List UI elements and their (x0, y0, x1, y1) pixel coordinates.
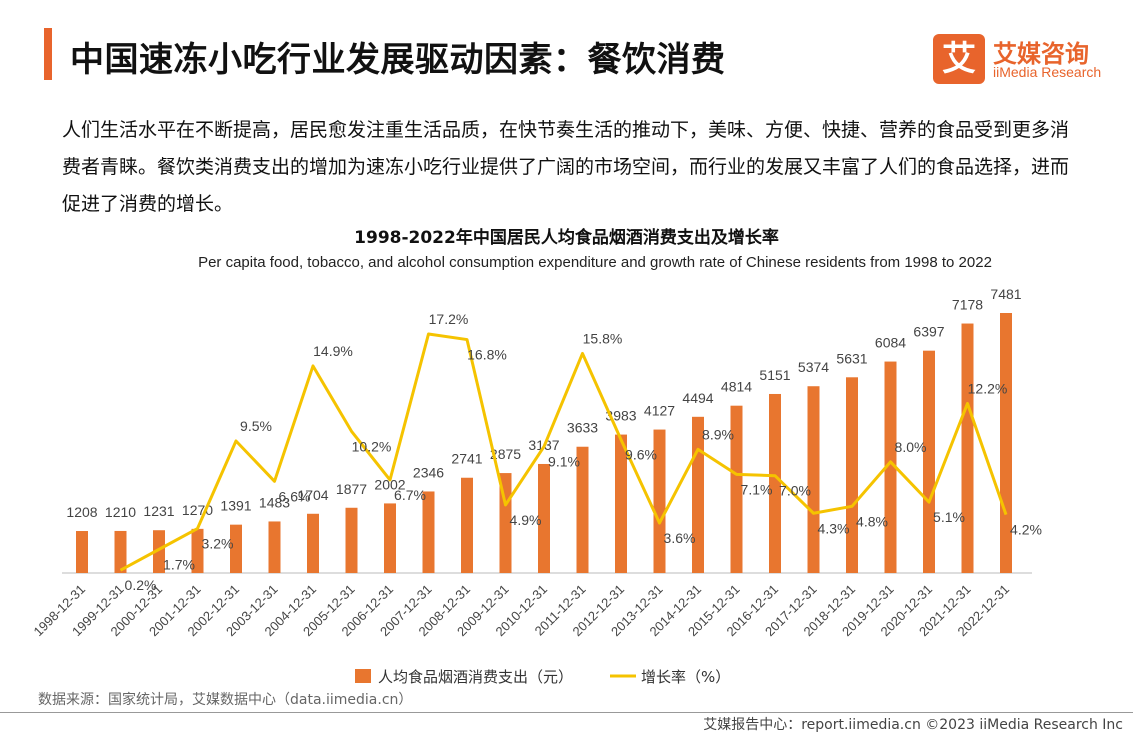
legend-bar-swatch (355, 669, 371, 683)
bar-2019-12-31 (884, 361, 897, 573)
rate-value-label: 10.2% (352, 438, 392, 454)
footer-text: 艾媒报告中心：report.iimedia.cn ©2023 iiMedia R… (703, 717, 1123, 733)
bar-value-label: 2002 (374, 476, 405, 492)
bar-2020-12-31 (923, 350, 935, 573)
bar-2003-12-31 (268, 521, 281, 573)
rate-value-label: 3.2% (202, 536, 234, 552)
bar-value-label: 5374 (798, 359, 829, 375)
bar-value-label: 7481 (990, 286, 1021, 302)
data-source: 数据来源：国家统计局，艾媒数据中心（data.iimedia.cn） (38, 692, 413, 708)
page-title: 中国速冻小吃行业发展驱动因素：餐饮消费 (70, 40, 726, 80)
bar-value-label: 5631 (836, 350, 867, 366)
bar-value-label: 1483 (259, 494, 290, 510)
bar-value-label: 2346 (413, 464, 444, 480)
bar-value-label: 4814 (721, 379, 752, 395)
bar-value-label: 7178 (952, 297, 983, 313)
bar-value-label: 1208 (66, 504, 97, 520)
bar-1998-12-31 (76, 531, 88, 573)
rate-value-label: 9.1% (548, 454, 580, 470)
bar-2011-12-31 (576, 446, 589, 573)
bar-2008-12-31 (461, 477, 473, 573)
bar-2016-12-31 (769, 393, 781, 573)
bar-value-label: 3633 (567, 420, 598, 436)
rate-value-label: 6.6% (279, 488, 311, 504)
rate-value-label: 3.6% (664, 530, 696, 546)
footer-divider (0, 712, 1133, 713)
bar-value-label: 4494 (682, 390, 713, 406)
rate-value-label: 9.6% (625, 447, 657, 463)
bar-value-label: 1231 (143, 503, 174, 519)
bar-2004-12-31 (307, 513, 319, 573)
bar-value-label: 6084 (875, 335, 906, 351)
bar-2010-12-31 (538, 463, 550, 573)
rate-value-label: 0.2% (125, 577, 157, 593)
chart-title: 1998-2022年中国居民人均食品烟酒消费支出及增长率 (354, 228, 779, 248)
chart-subtitle: Per capita food, tobacco, and alcohol co… (198, 254, 992, 271)
bar-2018-12-31 (846, 377, 858, 573)
rate-value-label: 9.5% (240, 418, 272, 434)
rate-value-label: 12.2% (968, 380, 1008, 396)
bar-value-label: 2741 (451, 451, 482, 467)
intro-paragraph: 人们生活水平在不断提高，居民愈发注重生活品质，在快节奏生活的推动下，美味、方便、… (62, 119, 1070, 215)
bar-2012-12-31 (615, 434, 627, 573)
brand-logo: 艾 艾媒咨询 iiMedia Research (933, 34, 1113, 84)
bar-value-label: 5151 (759, 367, 790, 383)
rate-value-label: 8.9% (702, 426, 734, 442)
bar-2015-12-31 (730, 405, 743, 573)
rate-value-label: 14.9% (313, 343, 353, 359)
rate-value-label: 5.1% (933, 509, 965, 525)
title-accent-bar (44, 28, 52, 80)
rate-value-label: 4.9% (510, 512, 542, 528)
rate-value-label: 4.3% (818, 520, 850, 536)
bar-2005-12-31 (345, 507, 358, 573)
bar-2001-12-31 (191, 528, 204, 573)
legend-bar-label: 人均食品烟酒消费支出（元） (378, 668, 573, 686)
rate-value-label: 6.7% (394, 487, 426, 503)
rate-value-label: 17.2% (429, 311, 469, 327)
bar-value-label: 1704 (297, 487, 328, 503)
rate-value-label: 4.2% (1010, 522, 1042, 538)
logo-text-en: iiMedia Research (993, 64, 1102, 80)
bar-2013-12-31 (653, 429, 666, 573)
growth-rate-line (119, 332, 1008, 572)
rate-value-label: 7.1% (741, 481, 773, 497)
rate-value-label: 1.7% (163, 556, 195, 572)
rate-value-label: 4.8% (856, 513, 888, 529)
bar-2021-12-31 (961, 323, 974, 573)
logo-text-cn: 艾媒咨询 (993, 40, 1089, 68)
legend-line-label: 增长率（%） (641, 668, 730, 686)
bar-1999-12-31 (114, 530, 127, 573)
rate-value-label: 7.0% (779, 483, 811, 499)
bar-2000-12-31 (153, 530, 165, 573)
bar-value-label: 6397 (913, 324, 944, 340)
bar-value-label: 2875 (490, 446, 521, 462)
bar-2006-12-31 (384, 503, 396, 573)
rate-value-label: 8.0% (895, 439, 927, 455)
bar-value-label: 1210 (105, 504, 136, 520)
bar-2017-12-31 (807, 386, 820, 573)
bar-2002-12-31 (230, 524, 242, 573)
bar-value-label: 1391 (220, 498, 251, 514)
logo-mark-icon: 艾 (933, 34, 985, 84)
bar-value-label: 1877 (336, 481, 367, 497)
bar-value-label: 4127 (644, 403, 675, 419)
bar-2007-12-31 (422, 491, 435, 573)
rate-value-label: 16.8% (467, 347, 507, 363)
rate-value-label: 15.8% (583, 330, 623, 346)
